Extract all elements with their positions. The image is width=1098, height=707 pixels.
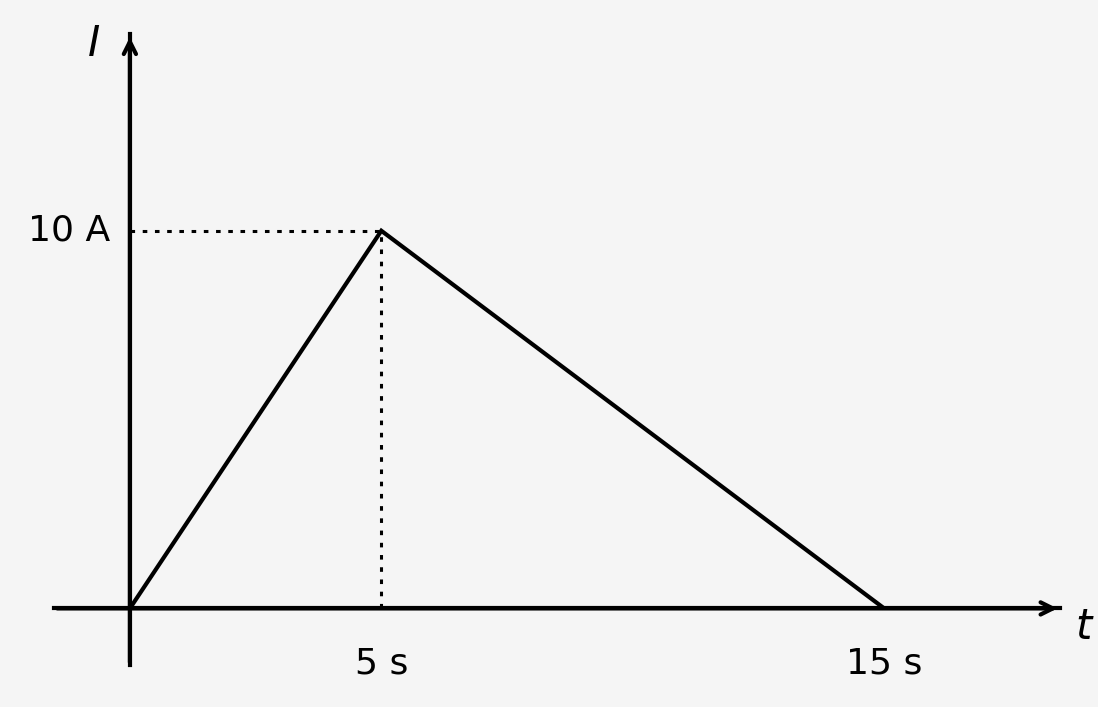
Text: 10 A: 10 A bbox=[27, 214, 110, 247]
Text: 15 s: 15 s bbox=[847, 646, 922, 680]
Text: 5 s: 5 s bbox=[355, 646, 408, 680]
Text: I: I bbox=[88, 23, 100, 65]
Text: t: t bbox=[1075, 607, 1091, 648]
